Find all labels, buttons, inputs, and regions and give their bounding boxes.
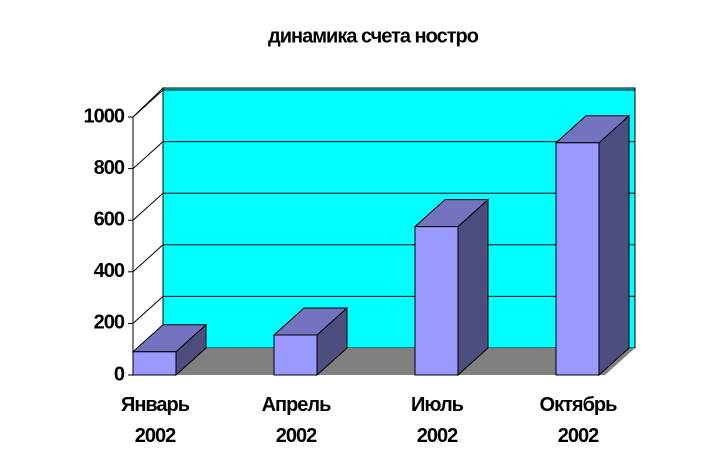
x-tick-label: Октябрь 2002 [539, 394, 618, 447]
bar [555, 142, 600, 376]
chart-title: динамика счета ностро [268, 25, 479, 47]
y-tick-label: 1000 [84, 105, 125, 127]
grid-line [132, 141, 164, 169]
bar [414, 226, 459, 376]
y-tick-label: 0 [114, 363, 125, 385]
y-tick-label: 200 [94, 312, 125, 334]
x-tick-label: Июль 2002 [411, 394, 464, 447]
bar [273, 334, 318, 376]
x-tick-label: Апрель 2002 [261, 394, 332, 447]
grid-line [132, 296, 164, 324]
bar [132, 351, 177, 376]
grid-line [132, 192, 164, 221]
grid-line [132, 244, 164, 273]
floor [133, 348, 635, 375]
bar-side [598, 114, 630, 377]
y-tick-label: 400 [94, 260, 125, 282]
grid-line [132, 89, 164, 118]
y-tick-label: 600 [94, 208, 125, 230]
y-tick-label: 800 [94, 157, 125, 179]
x-tick-label: Январь 2002 [120, 394, 190, 447]
bar-side [457, 198, 489, 377]
